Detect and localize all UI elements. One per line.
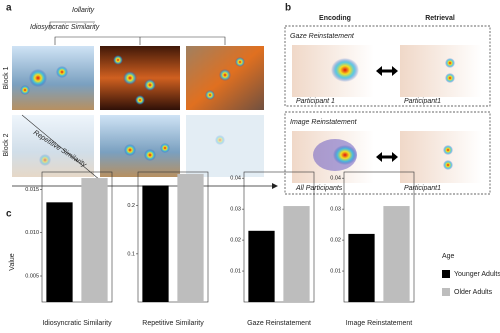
- bar: [142, 185, 169, 302]
- box: [284, 111, 491, 195]
- x-axis-label: Gaze Reinstatement: [247, 320, 311, 327]
- legend-title: Age: [442, 253, 455, 260]
- panel-title: Idiosyncratic Similarity: [30, 24, 100, 31]
- axes-box: [137, 171, 209, 303]
- bracket: [49, 21, 226, 45]
- y-axis-label: Value: [9, 253, 16, 270]
- caption: Participant1: [404, 185, 441, 192]
- y-tick-label: 0.2: [127, 203, 135, 209]
- legend-swatch: [442, 270, 450, 278]
- arrow-head: [376, 66, 398, 162]
- caption: All Participants: [295, 185, 343, 192]
- y-tick-label: 0.1: [127, 251, 135, 257]
- y-tick-label: 0.005: [25, 273, 39, 279]
- stimulus-images: [12, 46, 264, 177]
- x-axis-label: Idiosyncratic Similarity: [42, 320, 112, 327]
- bar: [248, 230, 275, 302]
- box-title: Gaze Reinstatement: [290, 33, 355, 40]
- row-label: Block 2: [3, 133, 10, 156]
- bar: [348, 233, 375, 302]
- face-images: [292, 45, 482, 183]
- panel-label: c: [6, 209, 12, 220]
- bar: [383, 206, 410, 302]
- box: [284, 25, 491, 107]
- bar: [283, 206, 310, 302]
- legend-swatch: [442, 288, 450, 296]
- axes-box: [41, 171, 113, 303]
- y-tick-label: 0.02: [230, 238, 241, 244]
- bar-charts: 0.005 0.010 0.015 Idiosyncratic Similarity 0…: [25, 171, 500, 327]
- caption: Participant 1: [296, 98, 335, 105]
- row-label: Block 1: [3, 66, 10, 89]
- legend-label: Older Adults: [454, 289, 493, 296]
- panel-label: b: [285, 3, 291, 14]
- diagonal-line: [21, 114, 101, 181]
- y-tick-label: 0.01: [230, 269, 241, 275]
- x-axis-label: Image Reinstatement: [346, 320, 413, 327]
- y-tick-label: 0.03: [330, 207, 341, 213]
- column-title: Encoding: [319, 15, 351, 22]
- column-title: Retrieval: [425, 15, 455, 22]
- double-arrow: [380, 69, 394, 159]
- y-tick-label: 0.04: [330, 176, 341, 182]
- box-title: Image Reinstatement: [290, 119, 358, 126]
- top-label: Iollarity: [72, 7, 95, 14]
- bar: [177, 173, 204, 302]
- y-tick-label: 0.04: [230, 176, 241, 182]
- bar: [81, 178, 108, 302]
- arrow-head: [272, 183, 278, 189]
- y-tick-label: 0.015: [25, 187, 39, 193]
- caption: Participant1: [404, 98, 441, 105]
- y-tick-label: 0.010: [25, 230, 39, 236]
- y-tick-label: 0.01: [330, 269, 341, 275]
- axes-box: [343, 171, 415, 303]
- y-tick-label: 0.02: [330, 238, 341, 244]
- bar: [46, 202, 73, 302]
- legend-label: Younger Adults: [454, 271, 500, 278]
- x-axis-label: Repetitive Similarity: [142, 320, 204, 327]
- axes-box: [243, 171, 315, 303]
- panel-label: a: [6, 3, 12, 14]
- y-tick-label: 0.03: [230, 207, 241, 213]
